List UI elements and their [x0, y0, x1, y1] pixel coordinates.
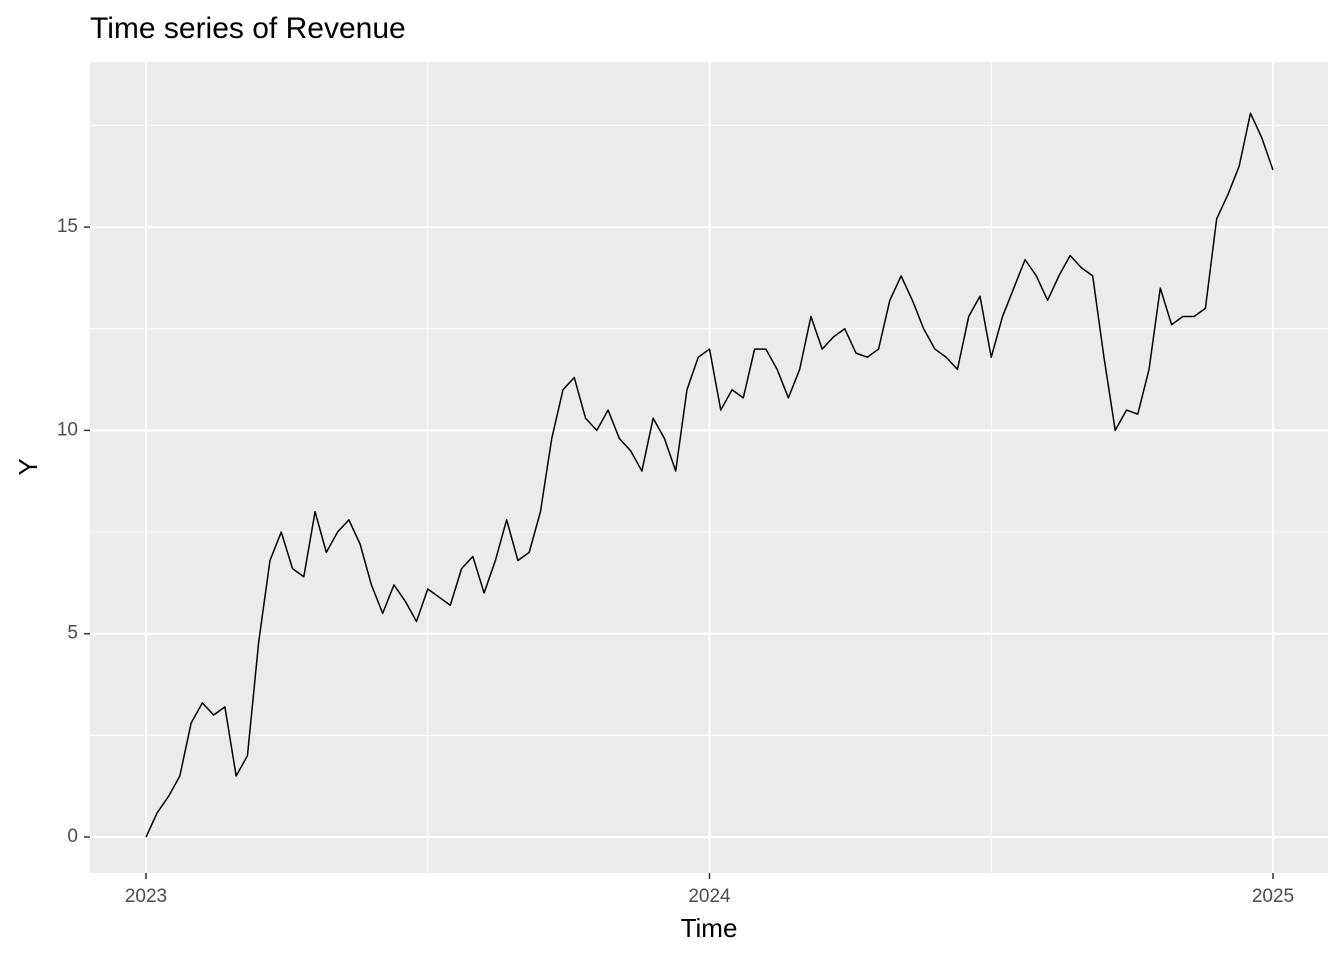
y-tick-label: 15 [57, 216, 78, 237]
y-tick-label: 0 [67, 826, 78, 847]
x-tick-label: 2023 [125, 886, 167, 907]
y-tick-label: 5 [67, 623, 78, 644]
y-axis-title: Y [13, 458, 43, 475]
y-tick-label: 10 [57, 419, 78, 440]
x-tick-label: 2024 [688, 886, 731, 907]
chart-title: Time series of Revenue [90, 12, 406, 45]
x-tick-label: 2025 [1252, 886, 1294, 907]
series-line [145, 112, 1274, 838]
x-axis-title: Time [681, 913, 738, 943]
